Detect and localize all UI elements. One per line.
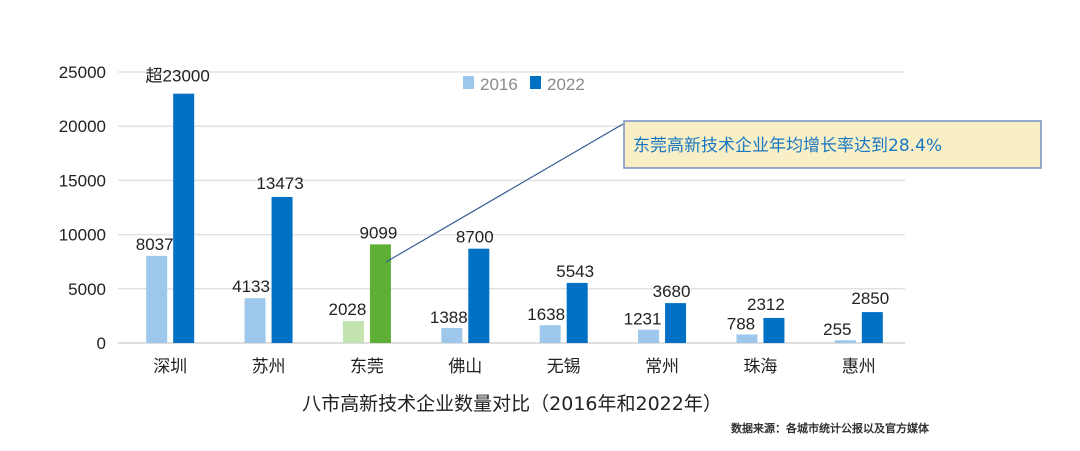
bar-2016-2	[342, 321, 364, 343]
legend-swatch-2016	[463, 76, 474, 89]
bar-2016-7	[834, 340, 856, 343]
callout-box	[623, 120, 1042, 169]
bar-2022-5	[665, 303, 687, 343]
source-note: 数据来源：各城市统计公报以及官方媒体	[731, 421, 930, 435]
x-tick-label: 珠海	[743, 357, 777, 377]
callout-text: 东莞高新技术企业年均增长率达到28.4%	[633, 136, 942, 156]
data-label-2016: 4133	[232, 277, 270, 296]
bar-2016-0	[146, 255, 168, 343]
data-label-2022: 3680	[653, 282, 691, 301]
legend-label-2016: 2016	[480, 75, 518, 94]
bar-2022-1	[271, 196, 293, 343]
legend-label-2022: 2022	[547, 75, 585, 94]
data-label-2016: 788	[727, 314, 755, 333]
data-label-2022: 5543	[556, 262, 594, 281]
data-label-2016: 255	[823, 320, 851, 339]
y-tick-label: 10000	[59, 226, 106, 245]
bar-2016-4	[539, 325, 561, 343]
bar-2016-5	[638, 329, 660, 343]
data-label-2016: 1388	[430, 308, 468, 327]
y-tick-label: 25000	[59, 63, 106, 82]
x-tick-label: 佛山	[448, 357, 482, 377]
data-label-2016: 2028	[329, 300, 367, 319]
x-tick-label: 惠州	[842, 357, 876, 377]
bar-2016-6	[736, 334, 758, 343]
data-label-2022: 超23000	[146, 67, 210, 86]
bar-2022-7	[861, 312, 883, 343]
x-tick-label: 深圳	[153, 357, 187, 377]
callout-leader-line	[385, 123, 624, 263]
x-tick-label: 东莞	[350, 357, 384, 377]
bar-2016-1	[244, 298, 266, 343]
y-tick-label: 5000	[68, 280, 106, 299]
x-axis-title: 八市高新技术企业数量对比（2016年和2022年）	[302, 393, 722, 415]
bar-2016-3	[441, 327, 463, 343]
bar-2022-0	[173, 93, 195, 344]
bar-2022-4	[566, 282, 588, 343]
bar-2022-6	[763, 317, 785, 343]
data-label-2022: 8700	[456, 228, 494, 247]
data-label-2022: 2850	[851, 289, 889, 308]
y-tick-label: 15000	[59, 171, 106, 190]
legend-swatch-2022	[530, 76, 541, 89]
x-tick-label: 常州	[645, 357, 679, 377]
data-label-2016: 8037	[136, 235, 174, 254]
data-label-2016: 1638	[527, 305, 565, 324]
data-label-2022: 9099	[360, 223, 398, 242]
y-tick-label: 0	[97, 334, 106, 353]
y-tick-label: 20000	[59, 117, 106, 136]
legend: 2016 2022	[463, 75, 585, 94]
bar-2022-2	[369, 244, 391, 343]
data-label-2016: 1231	[624, 310, 662, 329]
data-label-2022: 2312	[747, 295, 785, 314]
x-tick-label: 苏州	[252, 357, 286, 377]
x-tick-label: 无锡	[547, 357, 581, 377]
bar-2022-3	[468, 248, 490, 343]
data-label-2022: 13473	[256, 174, 303, 193]
